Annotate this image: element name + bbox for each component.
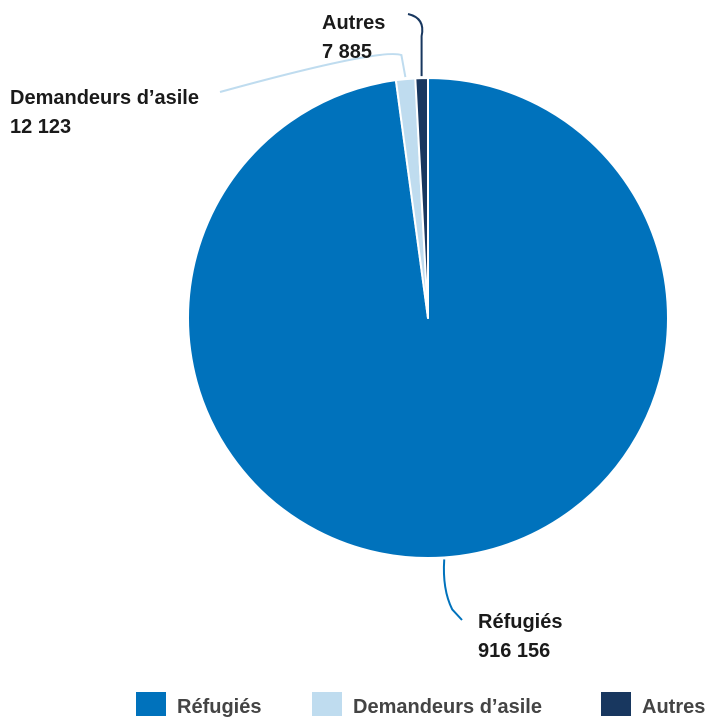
leader-demandeurs	[219, 53, 407, 93]
pie-slices	[187, 77, 669, 559]
leader-refugies	[442, 559, 463, 621]
legend-swatch-autres	[601, 692, 631, 716]
legend: Réfugiés Demandeurs d’asile Autres	[136, 692, 705, 718]
label-name-refugies: Réfugiés	[478, 611, 562, 633]
leader-lines	[219, 13, 463, 621]
label-name-demandeurs: Demandeurs d’asile	[10, 87, 199, 109]
leader-autres	[407, 13, 424, 77]
legend-swatch-refugies	[136, 692, 166, 716]
label-name-autres: Autres	[322, 12, 385, 34]
label-value-refugies: 916 156	[478, 640, 550, 662]
slice-autres	[414, 77, 429, 319]
legend-label-refugies: Réfugiés	[177, 696, 261, 718]
label-value-autres: 7 885	[322, 41, 372, 63]
legend-swatch-demandeurs	[312, 692, 342, 716]
legend-label-autres: Autres	[642, 696, 705, 718]
label-value-demandeurs: 12 123	[10, 116, 71, 138]
legend-label-demandeurs: Demandeurs d’asile	[353, 696, 542, 718]
